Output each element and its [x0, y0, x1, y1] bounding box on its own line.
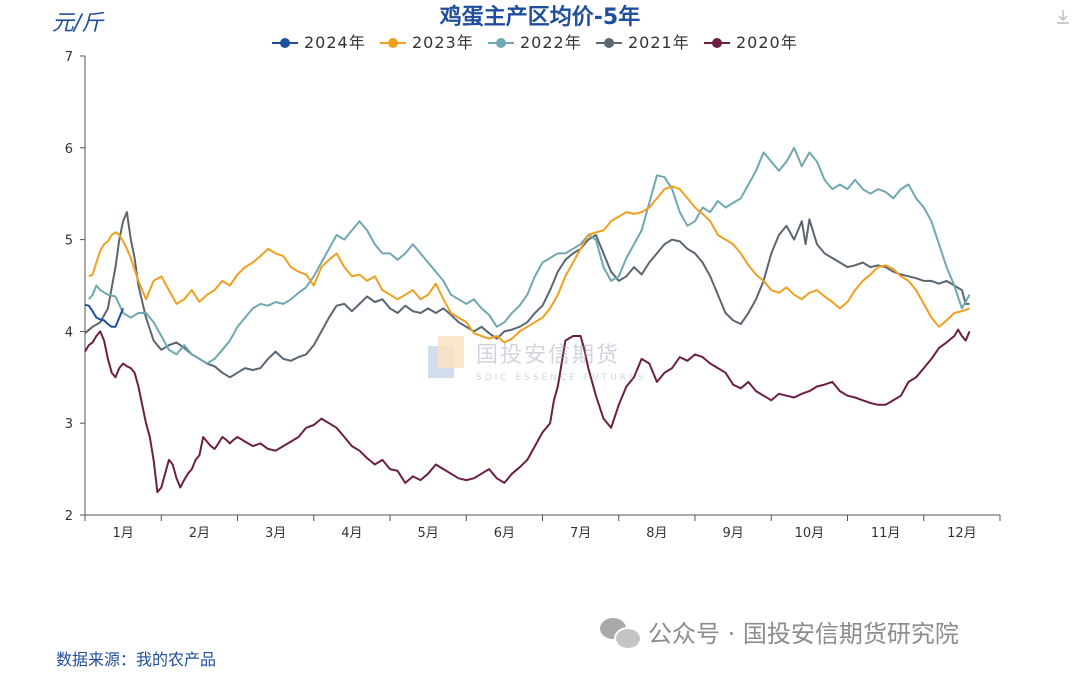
x-tick-label: 9月 [722, 526, 743, 541]
y-tick-label: 7 [65, 50, 73, 65]
y-tick-label: 4 [65, 325, 73, 340]
legend-label: 2020年 [736, 33, 798, 52]
data-source: 数据来源：我的农产品 [56, 650, 217, 669]
series-line-2022年 [88, 146, 971, 365]
legend-marker [604, 38, 614, 48]
x-tick-label: 1月 [112, 526, 133, 541]
x-tick-label: 2月 [189, 526, 210, 541]
wechat-icon [600, 616, 642, 650]
series-layer [84, 146, 971, 494]
legend-label: 2024年 [304, 33, 366, 52]
watermark-logo-icon [428, 336, 464, 384]
legend-marker [388, 38, 398, 48]
watermark-cn: 国投安信期货 [476, 343, 621, 368]
legend-marker [496, 38, 506, 48]
x-tick-label: 7月 [570, 526, 591, 541]
series-line-2024年 [84, 303, 125, 328]
x-tick-label: 8月 [646, 526, 667, 541]
legend-marker [712, 38, 722, 48]
series-line-2021年 [84, 211, 970, 379]
y-tick-label: 5 [65, 234, 73, 249]
watermark: 国投安信期货 SDIC ESSENCE FUTURES [428, 336, 646, 384]
series-line-2020年 [84, 328, 971, 494]
download-icon[interactable] [1054, 8, 1072, 26]
watermark-en: SDIC ESSENCE FUTURES [476, 373, 647, 383]
x-tick-label: 4月 [341, 526, 362, 541]
legend-label: 2023年 [412, 33, 474, 52]
legend-marker [280, 38, 290, 48]
x-tick-label: 3月 [265, 526, 286, 541]
x-tick-label: 12月 [947, 526, 977, 541]
legend: 2024年 2023年 2022年 2021年 2020年 [272, 33, 798, 52]
wechat-account: 公众号 · 国投安信期货研究院 [600, 614, 959, 650]
legend-label: 2022年 [520, 33, 582, 52]
wechat-label: 公众号 · 国投安信期货研究院 [648, 620, 959, 648]
y-unit-label: 元/斤 [52, 11, 105, 36]
y-tick-label: 3 [65, 417, 73, 432]
x-tick-label: 11月 [871, 526, 901, 541]
y-tick-label: 2 [65, 509, 73, 524]
legend-label: 2021年 [628, 33, 690, 52]
chart-title: 鸡蛋主产区均价-5年 [439, 4, 640, 30]
x-tick-label: 5月 [417, 526, 438, 541]
axes: 2 3 4 5 6 7 1月 2月 3月 4月 5月 6月 7月 8月 9月 10月 11月 12月 [65, 50, 1001, 541]
series-line-2023年 [88, 185, 970, 344]
y-tick-label: 6 [65, 142, 73, 157]
x-tick-label: 10月 [795, 526, 825, 541]
x-tick-label: 6月 [494, 526, 515, 541]
